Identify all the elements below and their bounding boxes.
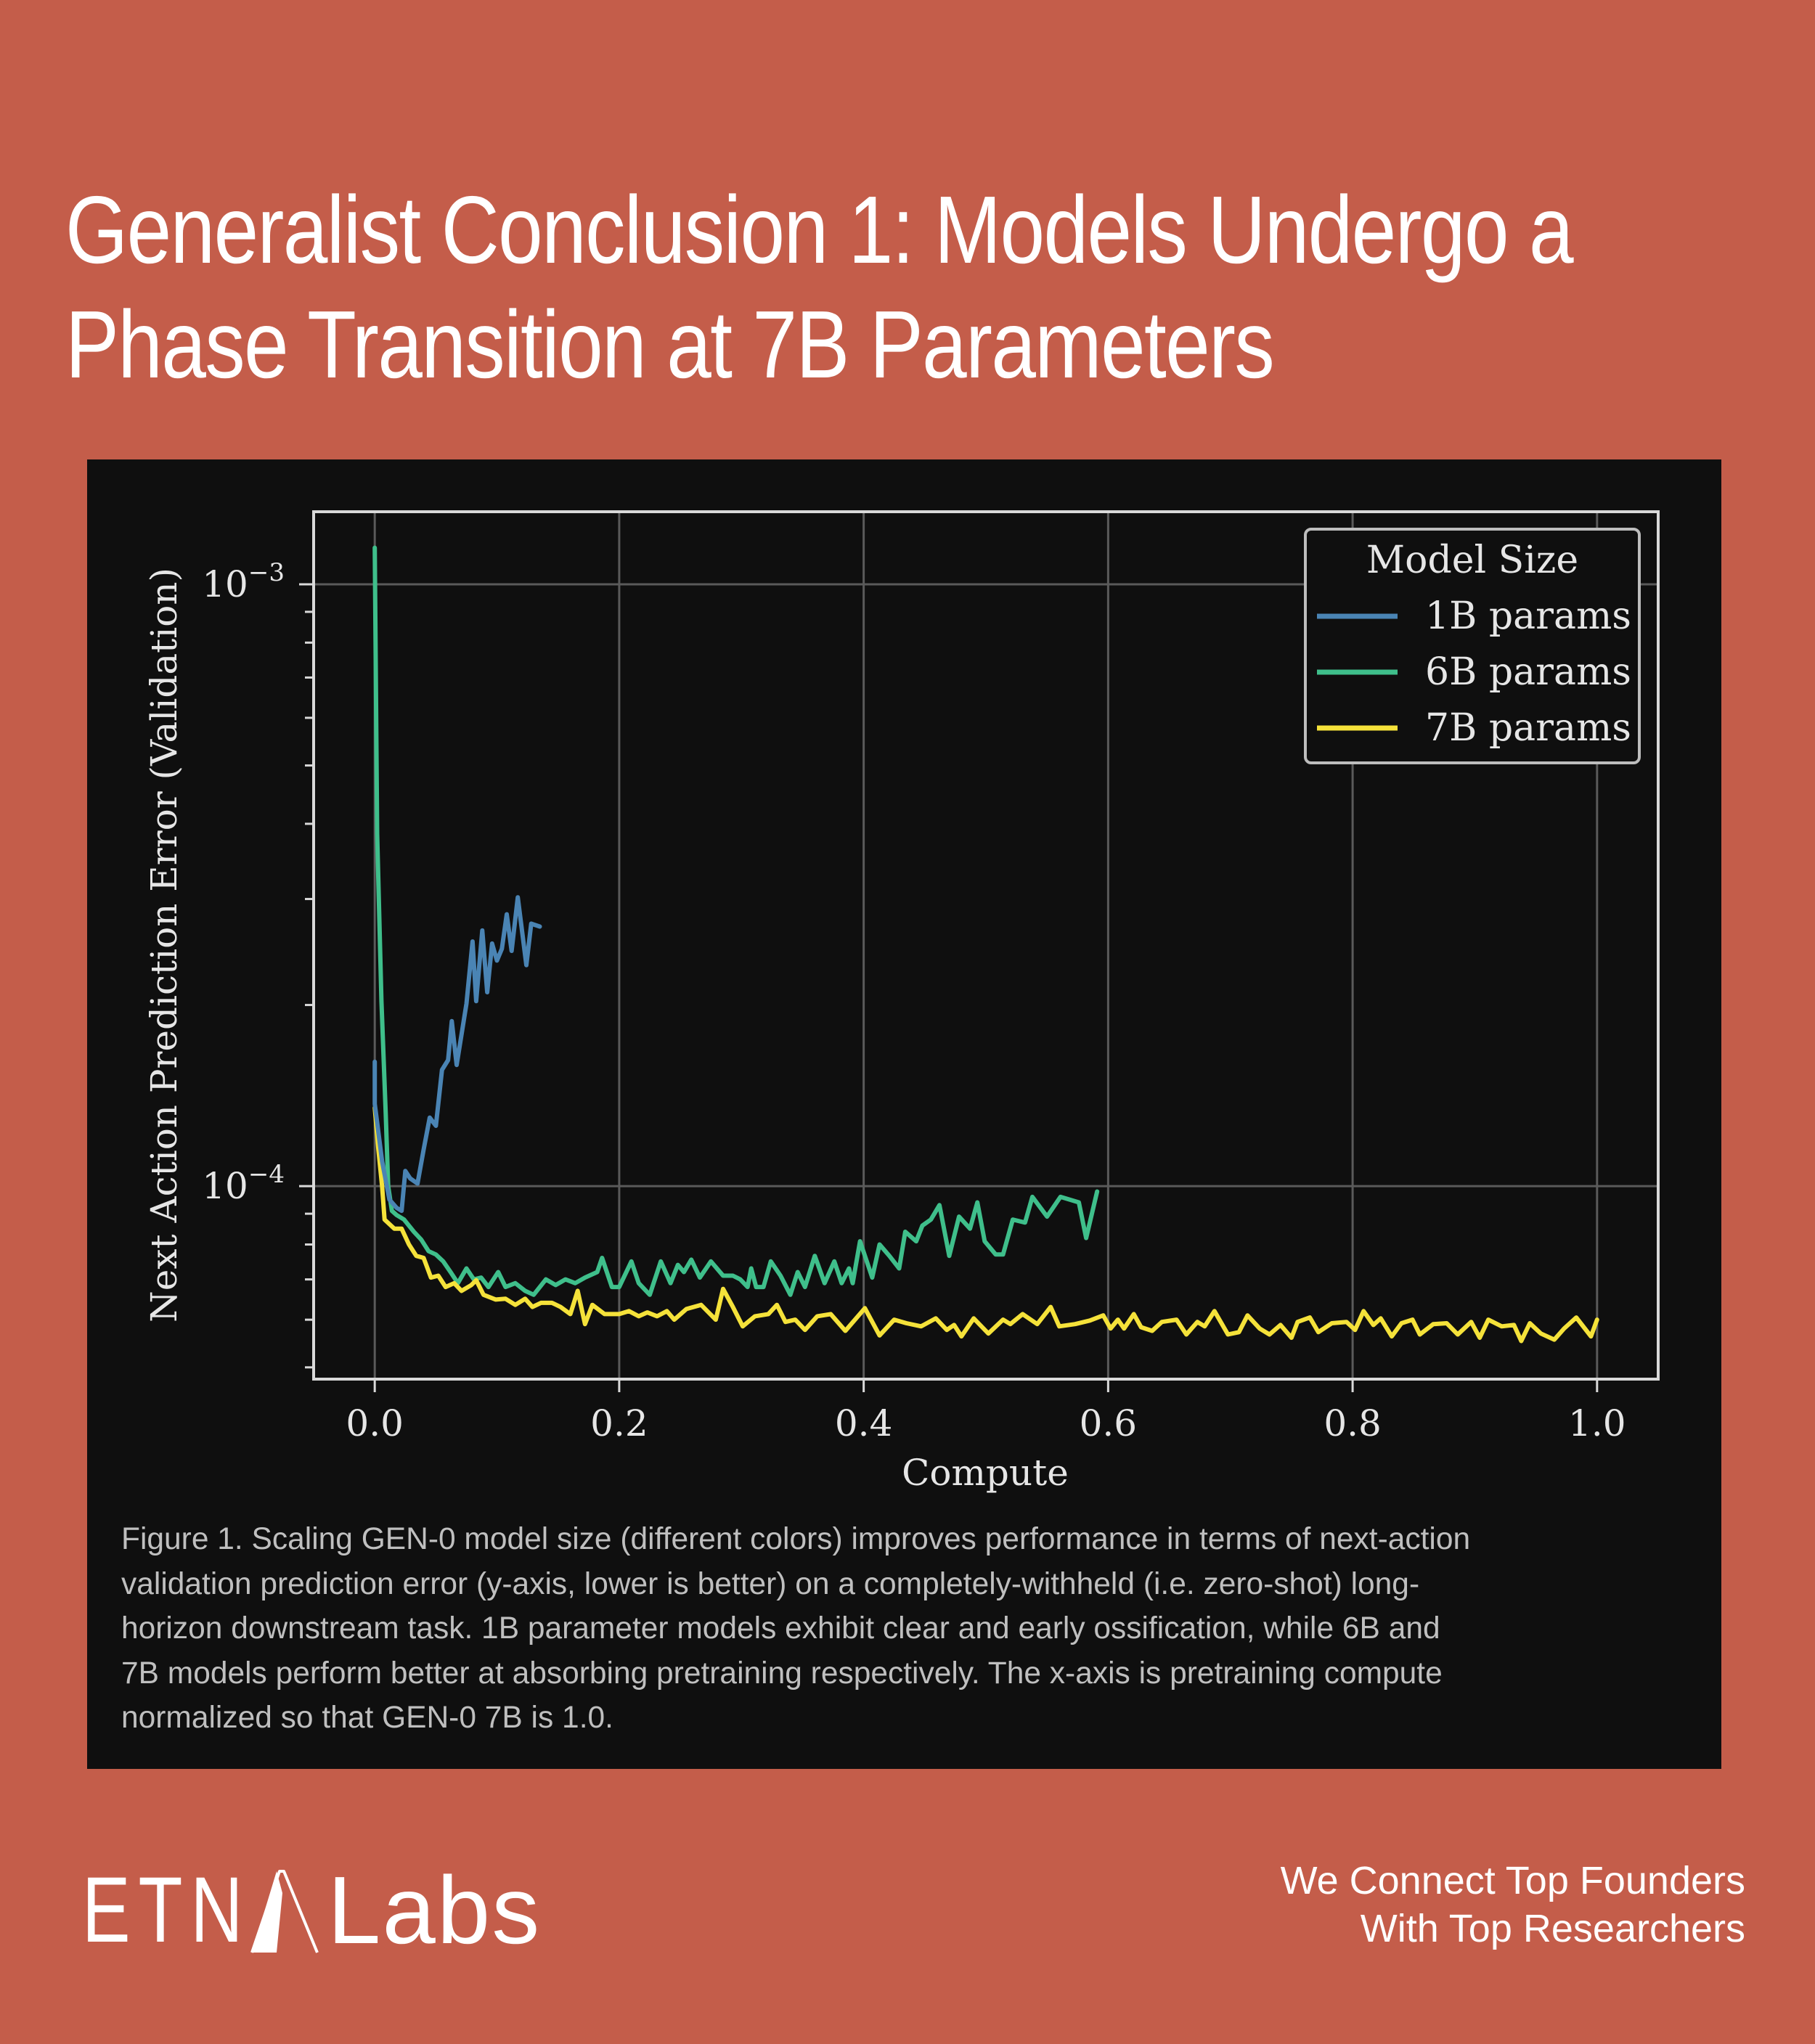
- axes: 0.0 0.2 0.4 0.6 0.8 1.0 10−3 10−4: [202, 558, 1626, 1444]
- x-tick-label: 1.0: [1568, 1402, 1626, 1444]
- series-lines: [372, 545, 1599, 1344]
- legend-box: [1304, 528, 1641, 764]
- caption-line-1: Figure 1. Scaling GEN-0 model size (diff…: [121, 1522, 1471, 1556]
- legend: Model Size 1B params 6B params 7B params: [1304, 528, 1641, 764]
- slide-title: Generalist Conclusion 1: Models Undergo …: [65, 173, 1574, 402]
- caption-line-4: 7B models perform better at absorbing pr…: [121, 1656, 1443, 1691]
- y-tick-label: 10−3: [202, 558, 285, 605]
- series-line-1b: [372, 895, 542, 1214]
- caption-line-2: validation prediction error (y-axis, low…: [121, 1566, 1420, 1601]
- grid-lines: [314, 512, 1658, 1379]
- legend-entry-7b: 7B params: [1425, 706, 1631, 750]
- legend-entry-6b: 6B params: [1425, 650, 1631, 694]
- slide-title-line-1: Generalist Conclusion 1: Models Undergo …: [65, 176, 1574, 283]
- caption-line-5: normalized so that GEN-0 7B is 1.0.: [121, 1701, 613, 1735]
- x-tick-label: 0.4: [835, 1402, 893, 1444]
- series-line-7b: [372, 1105, 1599, 1344]
- x-axis-label: Compute: [902, 1452, 1069, 1494]
- tagline-line-1: We Connect Top Founders: [1280, 1859, 1745, 1902]
- legend-entry-1b: 1B params: [1425, 594, 1631, 638]
- figure-caption: Figure 1. Scaling GEN-0 model size (diff…: [121, 1517, 1718, 1741]
- mountain-a-icon: [250, 1870, 319, 1953]
- x-tick-label: 0.8: [1323, 1402, 1382, 1444]
- y-axis-label: Next Action Prediction Error (Validation…: [143, 568, 185, 1323]
- logo-text-etn: ETN: [82, 1858, 251, 1962]
- plot-frame: [312, 510, 1660, 1381]
- y-tick-label: 10−4: [202, 1160, 285, 1207]
- tagline-line-2: With Top Researchers: [1360, 1907, 1745, 1950]
- series-line-6b: [372, 545, 1100, 1297]
- caption-line-3: horizon downstream task. 1B parameter mo…: [121, 1611, 1440, 1646]
- x-tick-label: 0.2: [590, 1402, 648, 1444]
- slide-title-line-2: Phase Transition at 7B Parameters: [65, 291, 1275, 398]
- x-tick-label: 0.0: [346, 1402, 404, 1444]
- tagline: We Connect Top Founders With Top Researc…: [1281, 1857, 1745, 1953]
- x-tick-label: 0.6: [1080, 1402, 1138, 1444]
- legend-title: Model Size: [1366, 539, 1578, 582]
- logo-text-labs: Labs: [327, 1857, 542, 1963]
